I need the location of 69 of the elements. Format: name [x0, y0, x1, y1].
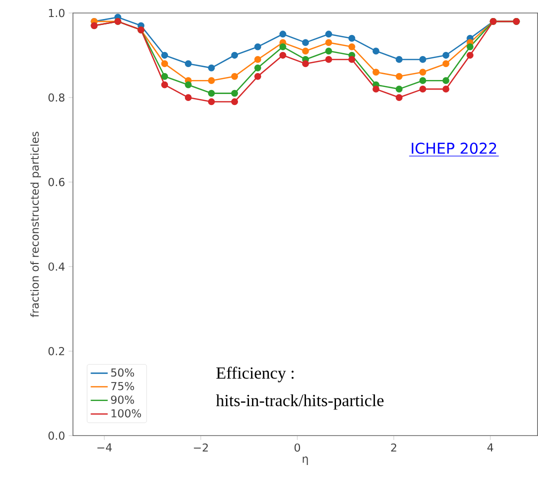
point: [442, 77, 450, 84]
point: [254, 56, 262, 64]
point: [208, 98, 215, 106]
point: [208, 77, 215, 84]
point: [279, 30, 286, 38]
annotation: Efficiency :: [216, 366, 294, 382]
point: [396, 94, 403, 102]
annotation: hits-in-track/hits-particle: [216, 394, 384, 410]
point: [325, 39, 332, 46]
x-tick-label: 2: [391, 444, 396, 452]
point: [325, 56, 332, 64]
legend-label: 75%: [111, 382, 134, 390]
legend-label: 90%: [111, 396, 134, 404]
point: [442, 86, 450, 93]
legend-label: 100%: [112, 409, 142, 418]
x-tick-label: 4: [487, 444, 494, 452]
y-axis-title: fraction of reconstructed particles: [30, 132, 41, 318]
point: [161, 52, 168, 59]
point: [161, 73, 168, 80]
point: [302, 60, 309, 68]
point: [372, 48, 380, 55]
point: [279, 52, 286, 59]
point: [254, 73, 262, 80]
point: [231, 73, 238, 80]
point: [208, 64, 215, 72]
point: [325, 48, 332, 55]
point: [184, 82, 192, 88]
point: [419, 56, 426, 64]
point: [302, 39, 309, 46]
point: [442, 60, 450, 68]
point: [325, 30, 332, 38]
point: [419, 86, 426, 93]
x-axis-title: η: [302, 456, 308, 466]
x-tick-label: −2: [194, 444, 208, 452]
point: [254, 44, 262, 50]
legend-label: 50%: [111, 368, 134, 377]
y-tick-label: 0.8: [48, 94, 64, 102]
point: [348, 35, 356, 42]
annotation: ICHEP 2022: [412, 142, 496, 154]
point: [396, 86, 403, 93]
point: [419, 77, 426, 84]
point: [466, 44, 474, 50]
point: [372, 86, 380, 93]
y-tick-label: 1.0: [48, 9, 64, 18]
x-tick-label: 0: [294, 444, 300, 452]
x-tick-label: −4: [97, 444, 112, 452]
point: [231, 90, 238, 97]
y-tick-label: 0.0: [48, 432, 64, 440]
point: [231, 52, 238, 59]
point: [348, 56, 356, 64]
point: [161, 60, 168, 68]
point: [396, 56, 403, 64]
point: [184, 60, 192, 68]
point: [161, 82, 168, 88]
point: [419, 68, 426, 76]
y-tick-label: 0.6: [48, 178, 64, 186]
y-tick-label: 0.4: [48, 262, 65, 271]
point: [254, 64, 262, 72]
point: [396, 73, 403, 80]
point: [372, 68, 380, 76]
point: [442, 52, 450, 59]
point: [208, 90, 215, 97]
point: [231, 98, 238, 106]
point: [466, 52, 474, 59]
point: [302, 48, 309, 55]
point: [279, 44, 286, 50]
point: [348, 44, 356, 50]
y-tick-label: 0.2: [48, 347, 64, 356]
point: [184, 94, 192, 102]
